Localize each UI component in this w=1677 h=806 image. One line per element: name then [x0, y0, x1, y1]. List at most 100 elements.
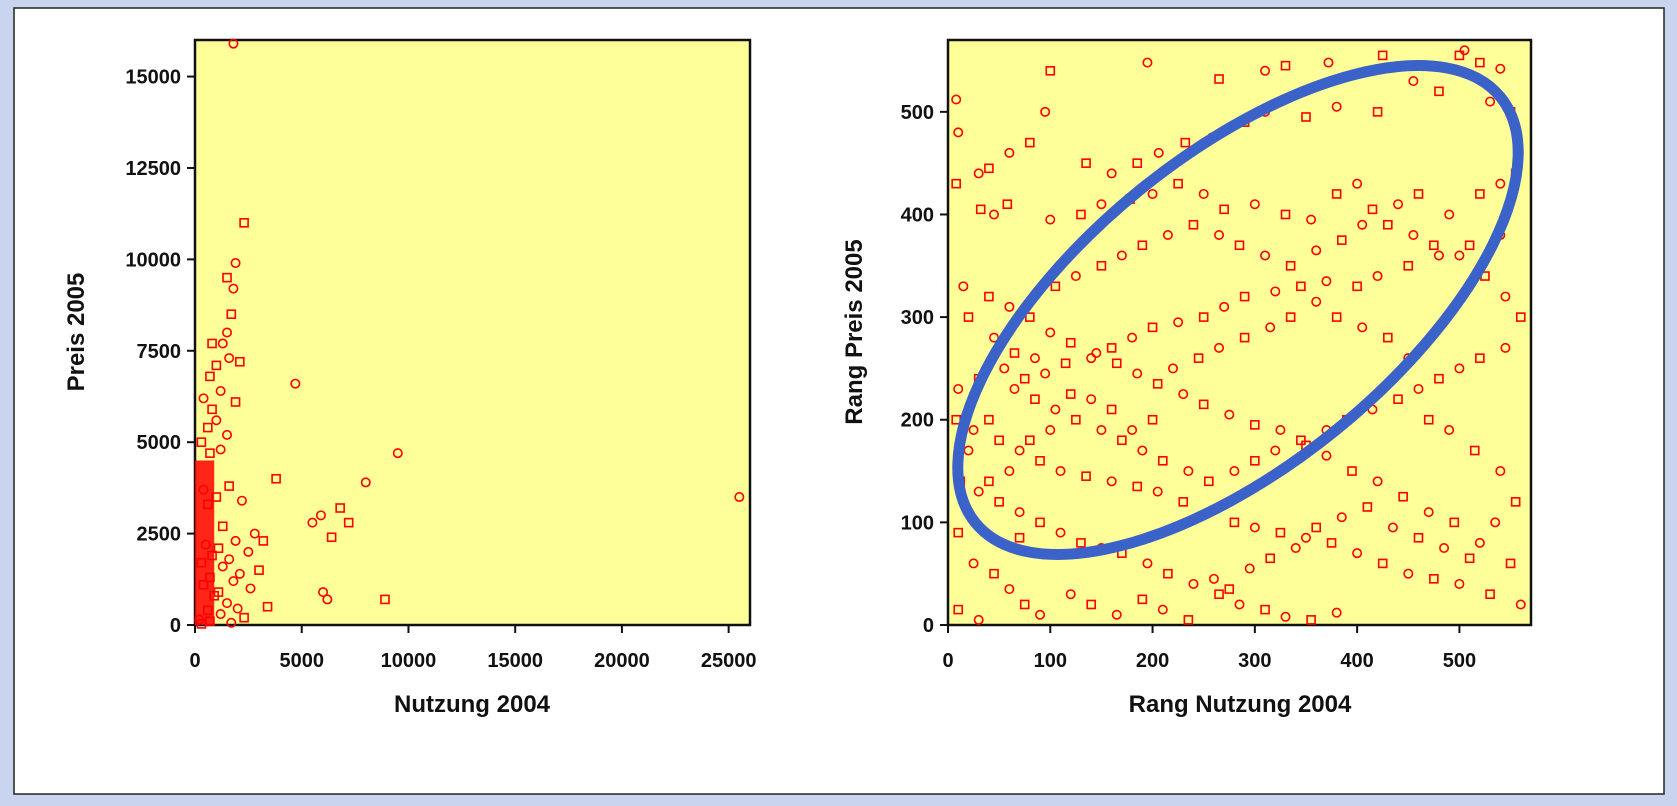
data-point: [1188, 219, 1199, 230]
data-point: [1096, 424, 1107, 435]
x-tick-label: 10000: [381, 650, 437, 672]
data-point: [1311, 245, 1322, 256]
data-point: [1163, 568, 1173, 579]
data-point: [1362, 502, 1373, 512]
data-point: [228, 38, 239, 49]
data-point: [249, 528, 260, 539]
data-point: [1004, 584, 1015, 595]
data-point: [1280, 60, 1291, 71]
data-point: [1352, 548, 1363, 559]
data-point: [1014, 445, 1025, 456]
data-point: [1505, 558, 1516, 569]
data-point: [1311, 296, 1322, 307]
data-point: [226, 309, 237, 320]
data-point: [1060, 358, 1071, 369]
data-point: [258, 536, 269, 546]
data-point: [1076, 538, 1086, 548]
x-axis: 0 5000 10000 15000 20000 25000: [189, 625, 756, 672]
data-point: [392, 448, 403, 459]
data-point: [1331, 101, 1342, 112]
data-point: [343, 517, 354, 528]
data-point: [1372, 271, 1383, 282]
data-point: [1142, 57, 1153, 68]
y-axis-label: Preis 2005: [63, 273, 90, 392]
data-point: [1224, 584, 1235, 594]
data-point: [1157, 455, 1168, 466]
data-point: [1387, 522, 1398, 533]
data-point: [1485, 589, 1495, 600]
data-point: [953, 527, 964, 538]
data-point: [1219, 204, 1229, 215]
data-point: [1383, 332, 1393, 343]
data-point: [984, 163, 994, 174]
data-point: [360, 477, 371, 488]
data-point: [951, 94, 962, 105]
data-point: [198, 579, 209, 590]
y-tick-label: 5000: [137, 432, 182, 454]
data-point: [239, 218, 249, 228]
data-point: [232, 603, 243, 614]
data-point: [1152, 379, 1163, 389]
data-point: [1515, 312, 1526, 322]
data-point: [1500, 291, 1511, 302]
data-point: [1403, 568, 1414, 579]
data-point: [1086, 394, 1097, 405]
data-point: [1296, 281, 1306, 292]
data-point: [1045, 424, 1056, 435]
data-point: [1439, 543, 1450, 554]
data-point: [1137, 240, 1148, 251]
data-point: [1065, 589, 1076, 600]
data-point: [1147, 322, 1158, 333]
data-point: [1014, 532, 1025, 543]
data-point: [1515, 599, 1526, 610]
data-point: [1475, 189, 1485, 199]
data-point: [1423, 507, 1434, 518]
data-point: [1168, 363, 1179, 374]
data-point: [1326, 538, 1337, 548]
data-point: [1076, 209, 1086, 220]
data-point: [1219, 301, 1230, 312]
data-point: [1025, 137, 1035, 148]
data-point: [315, 510, 326, 521]
data-point: [1250, 420, 1260, 430]
highlight-ellipse: [952, 60, 1524, 560]
data-point: [1117, 435, 1127, 446]
data-point: [1229, 466, 1240, 477]
data-point: [984, 414, 994, 425]
data-point: [1239, 332, 1250, 343]
data-point: [290, 378, 301, 389]
data-point: [1280, 611, 1291, 622]
data-point: [1198, 312, 1209, 322]
data-points: [194, 38, 745, 629]
data-point: [1260, 65, 1271, 76]
data-point: [1019, 373, 1030, 384]
data-point: [1081, 471, 1091, 481]
data-point: [1323, 57, 1334, 68]
data-point: [958, 281, 969, 292]
y-axis: 0 100 200 300 400 500: [901, 102, 948, 637]
y-tick-label: 12500: [125, 158, 181, 180]
data-point: [1127, 332, 1138, 343]
data-point: [380, 594, 390, 605]
data-point: [1459, 45, 1470, 56]
data-point: [951, 178, 961, 189]
data-point: [1106, 343, 1117, 353]
data-point: [1357, 219, 1368, 230]
data-point: [1173, 317, 1184, 328]
data-point: [1285, 260, 1296, 271]
data-point: [196, 558, 207, 568]
data-point: [1300, 532, 1311, 543]
scatter-chart-usage-vs-price: 0 5000 10000 15000 20000 25000 0 2500 5000 7500 1…: [63, 38, 756, 718]
data-point: [1270, 445, 1281, 456]
data-point: [1311, 522, 1322, 533]
y-axis: 0 2500 5000 7500 10000 12500 15000: [125, 67, 195, 637]
data-point: [1495, 466, 1506, 477]
data-point: [1055, 527, 1066, 538]
data-point: [1331, 607, 1342, 618]
data-point: [1055, 466, 1066, 477]
data-point: [1070, 271, 1081, 282]
data-point: [1244, 563, 1255, 574]
data-point: [1408, 230, 1419, 241]
data-point: [1180, 137, 1191, 148]
data-point: [211, 360, 222, 371]
